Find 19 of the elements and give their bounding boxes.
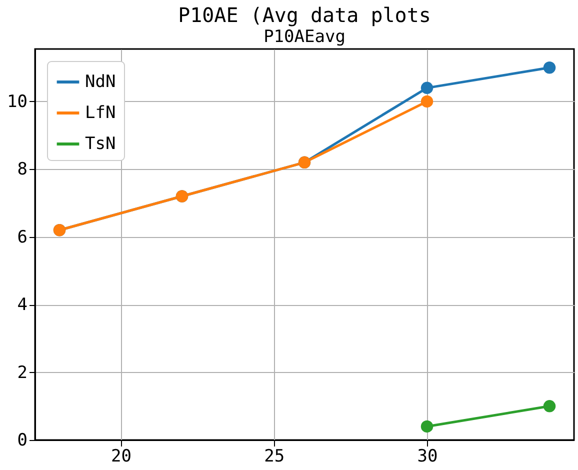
y-tick-label: 10 (7, 92, 28, 112)
point (420, 95, 434, 108)
x-tick-label: 25 (264, 446, 285, 466)
x-tick-label: 30 (417, 446, 438, 466)
point (420, 82, 434, 94)
y-tick-label: 4 (17, 295, 28, 316)
y-tick-label: 8 (17, 160, 28, 180)
y-tick-label: 6 (17, 227, 28, 248)
legend-label: TsN (85, 134, 116, 154)
legend-label: LfN (85, 103, 116, 123)
x-tick-label: 20 (111, 446, 132, 466)
point (420, 420, 434, 433)
chart-subtitle: P10AEavg (264, 27, 346, 47)
legend-label: NdN (85, 72, 116, 92)
chart-title: P10AE (Avg data plots (178, 3, 431, 27)
y-tick-label: 0 (17, 430, 28, 450)
y-tick-label: 2 (17, 362, 28, 383)
point (543, 62, 556, 74)
point (543, 400, 556, 412)
